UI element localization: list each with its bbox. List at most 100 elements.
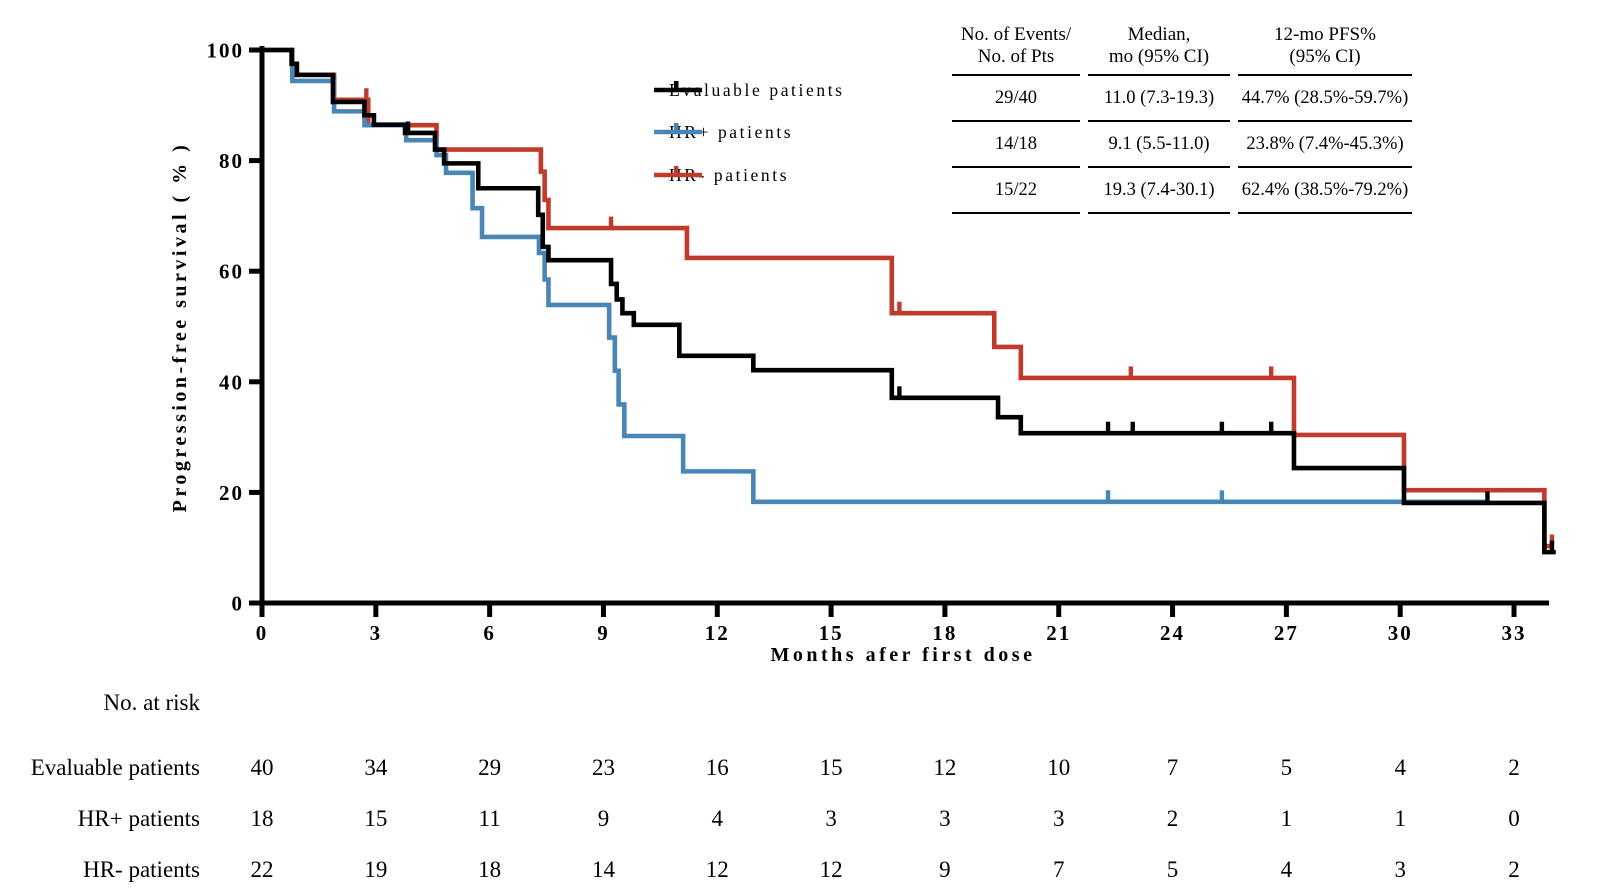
x-tick-label: 6 [483,621,496,645]
summary-cell: 11.0 (7.3-19.3) [1088,76,1230,122]
legend: Evaluable patients HR+ patients HR- patien… [653,0,953,220]
at-risk-value: 16 [705,755,729,780]
at-risk-title: No. at risk [103,690,200,715]
at-risk-value: 3 [1394,857,1406,882]
censor-tick [1128,366,1134,377]
km-chart-svg: 0 20 40 60 80 100 0 3 6 9 12 15 18 21 24 27 30 33 Progres… [169,39,1556,666]
legend-censor-tick [674,81,679,90]
at-risk-value: 7 [1052,857,1065,882]
x-tick-label: 9 [597,621,610,645]
at-risk-value: 0 [1508,806,1520,831]
legend-censor-tick [674,123,679,132]
legend-label: HR- patients [669,164,790,185]
x-tick-label: 21 [1046,621,1071,645]
y-tick-label: 40 [219,370,244,394]
censor-tick [897,386,902,397]
at-risk-value: 1 [1394,806,1406,831]
summary-row: 14/18 9.1 (5.5-11.0) 23.8% (7.4%-45.3%) [952,122,1412,168]
censor-tick [1130,421,1135,432]
at-risk-value: 3 [825,806,837,831]
x-tick-label: 33 [1502,621,1527,645]
y-tick-label: 60 [219,260,244,284]
at-risk-value: 14 [591,857,615,882]
y-tick-label: 80 [219,149,244,173]
legend-item-hr-patients: HR+ patients [653,121,793,143]
summary-cell: 9.1 (5.5-11.0) [1088,122,1230,168]
at-risk-value: 10 [1047,755,1071,780]
at-risk-row-label: HR- patients [83,857,200,882]
at-risk-value: 18 [478,857,502,882]
at-risk-row-label: Evaluable patients [30,755,200,780]
km-curve-evaluable-patients [262,47,1556,555]
censor-tick [1219,490,1225,501]
censor-tick [897,301,902,312]
at-risk-value: 2 [1508,857,1520,882]
summary-table: No. of Events/No. of Pts Median, mo (95% C… [944,18,1420,214]
at-risk-value: 9 [939,857,951,882]
at-risk-value: 4 [1394,755,1406,780]
x-axis-title: Months afer first dose [771,644,1036,666]
censor-tick [1105,421,1111,432]
x-tick-label: 18 [932,621,957,645]
censor-tick [608,216,614,227]
at-risk-value: 3 [939,806,951,831]
at-risk-value: 29 [478,755,502,780]
censor-tick [1549,534,1555,545]
x-tick-label: 0 [256,621,269,645]
at-risk-value: 40 [250,755,274,780]
curves [262,47,1556,555]
legend-marker-icon [654,123,702,135]
at-risk-value: 12 [705,857,729,882]
at-risk-value: 15 [364,806,388,831]
km-curve-hr-patients [262,47,1488,505]
at-risk-value: 11 [478,806,501,831]
at-risk-value: 9 [597,806,610,831]
censor-tick [1219,421,1225,432]
y-tick-label: 0 [232,592,245,616]
legend-label: Evaluable patients [669,79,845,100]
summary-cell: 29/40 [952,76,1080,122]
legend-item-hr-patients: HR- patients [653,164,789,186]
x-tick-label: 27 [1274,621,1299,645]
censor-tick [1269,421,1274,432]
censor-tick [1269,366,1274,377]
at-risk-value: 12 [933,755,957,780]
summary-cell: 14/18 [952,122,1080,168]
at-risk-value: 5 [1280,755,1293,780]
at-risk-value: 22 [250,857,274,882]
at-risk-value: 4 [711,806,724,831]
x-tick-label: 15 [819,621,844,645]
at-risk-value: 1 [1280,806,1293,831]
x-tick-label: 30 [1388,621,1413,645]
y-axis-title: Progression-free survival ( % ) [169,142,191,513]
at-risk-value: 4 [1280,857,1293,882]
censor-tick [1485,491,1490,502]
legend-item-evaluable-patients: Evaluable patients [653,79,845,101]
y-tick-label: 20 [219,481,244,505]
summary-cell: 62.4% (38.5%-79.2%) [1238,168,1412,214]
legend-censor-tick [674,166,679,175]
censor-tick [364,88,369,99]
at-risk-value: 23 [591,755,615,780]
at-risk-value: 18 [250,806,274,831]
y-tick-label: 100 [207,39,245,63]
summary-col-header: No. of Events/No. of Pts [952,18,1080,76]
at-risk-value: 19 [364,857,388,882]
summary-col-header: 12-mo PFS% (95% CI) [1238,18,1412,76]
summary-cell: 19.3 (7.4-30.1) [1088,168,1230,214]
legend-marker-icon [654,81,702,93]
at-risk-value: 15 [819,755,843,780]
summary-row: 29/40 11.0 (7.3-19.3) 44.7% (28.5%-59.7%) [952,76,1412,122]
at-risk-value: 3 [1052,806,1065,831]
at-risk-row-label: HR+ patients [77,806,200,831]
summary-row: 15/22 19.3 (7.4-30.1) 62.4% (38.5%-79.2%) [952,168,1412,214]
x-tick-label: 12 [705,621,730,645]
censor-tick [1549,540,1555,551]
legend-marker-icon [654,166,702,178]
at-risk-value: 7 [1166,755,1179,780]
at-risk-value: 34 [364,755,388,780]
censor-tick [1105,490,1111,501]
x-tick-label: 24 [1160,621,1185,645]
legend-label: HR+ patients [669,121,794,142]
